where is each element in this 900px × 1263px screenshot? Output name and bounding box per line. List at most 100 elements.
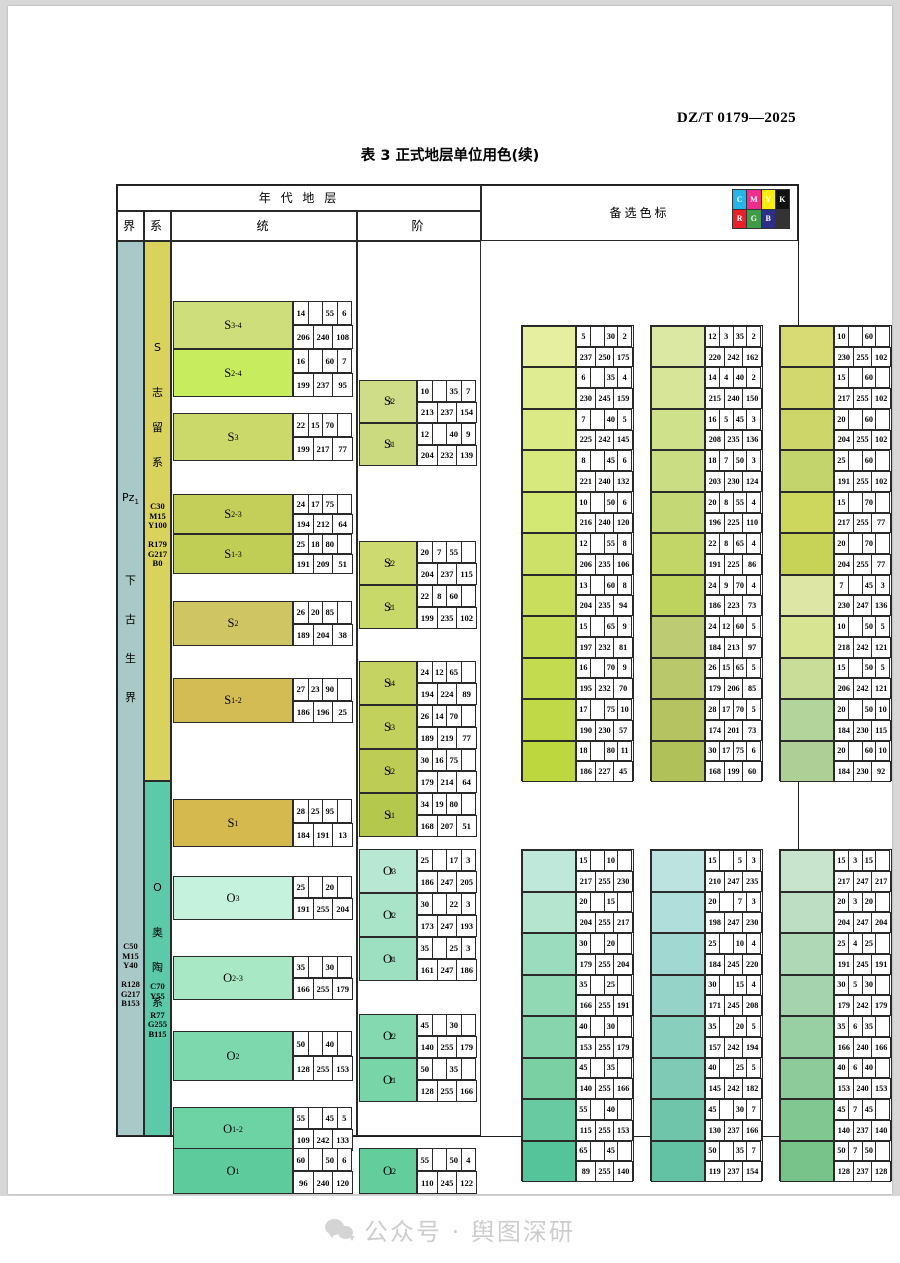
ordovician-alt-2-5-cmyk-k [875, 1057, 890, 1079]
stage-row-9-rgb-r: 173 [417, 915, 438, 937]
silurian-alt-0-10-cmyk: 18 80 11 [576, 740, 635, 762]
silurian-alt-1-1-rgb-b: 150 [742, 388, 762, 409]
stage-row-11-cmyk-y: 30 [446, 1014, 462, 1036]
stage-row-6-cmyk-k [460, 749, 476, 771]
silurian-alt-2-5-cmyk-m [847, 533, 863, 554]
legend-m-swatch: M [747, 190, 761, 209]
silurian-alt-0-5-cmyk: 12 55 8 [576, 533, 635, 554]
header-stage: 阶 [357, 211, 481, 241]
series-row-10-cmyk-m [307, 1031, 323, 1056]
silurian-alt-0-4-cmyk-c: 10 [576, 491, 591, 513]
ordovician-alt-0-2-cmyk-m [589, 933, 605, 954]
stage-row-2-cmyk-k [460, 541, 476, 563]
stage-row-5-rgb-g: 219 [436, 727, 458, 749]
silurian-alt-1-6-cmyk: 24 9 70 4 [705, 574, 764, 596]
ordovician-alt-1-7-swatch [651, 1140, 705, 1182]
silurian-alt-2-10-cmyk-c: 20 [834, 740, 849, 762]
silurian-alt-0-4-rgb-b: 120 [613, 512, 633, 534]
silurian-alt-1-4-swatch [651, 491, 705, 534]
silurian-alt-2-4-rgb-b: 77 [871, 512, 891, 534]
silurian-alt-0-1-rgb-r: 230 [576, 388, 596, 409]
ordovician-alt-2-3-swatch [780, 974, 834, 1016]
silurian-alt-2-7-swatch [780, 616, 834, 658]
stage-row-8-rgb-g: 247 [436, 871, 458, 893]
silurian-alt-0-7-rgb: 197 232 81 [576, 636, 635, 658]
silurian-alt-2-8-cmyk-y: 50 [861, 657, 877, 679]
silurian-alt-0-7-cmyk-m [589, 616, 605, 637]
ordovician-alt-1-2-rgb: 184 245 220 [705, 953, 764, 975]
ordovician-alt-0-3-rgb-g: 255 [594, 995, 615, 1016]
silurian-alt-0-7-swatch [522, 616, 576, 658]
silurian-alt-0-7-cmyk: 15 65 9 [576, 616, 635, 637]
ordovician-alt-2-3-cmyk-k [875, 974, 890, 996]
ordovician-alt-1-2-rgb-r: 184 [705, 953, 725, 975]
series-row-12-cmyk-m [307, 1148, 323, 1171]
silurian-alt-2-9-rgb: 184 230 115 [834, 719, 893, 741]
silurian-alt-1-7-rgb-g: 213 [723, 636, 744, 658]
ordovician-alt-0-1-rgb-b: 217 [613, 912, 633, 933]
stage-row-6-rgb-r: 179 [417, 771, 438, 793]
ordovician-alt-1-1-rgb-g: 247 [723, 912, 744, 933]
ordovician-alt-0-0-cmyk-k [617, 850, 632, 871]
ordovician-alt-0-6-cmyk-y: 40 [603, 1099, 619, 1120]
silurian-alt-2-10-cmyk-m [847, 740, 863, 762]
stage-row-0-cmyk-c: 10 [417, 380, 433, 402]
silurian-alt-1-3-rgb-g: 230 [723, 471, 744, 492]
series-row-11-cmyk-row: 55 45 5 [293, 1107, 355, 1129]
silurian-alt-1-9-cmyk-m: 17 [718, 699, 734, 720]
ordovician-alt-0-4-rgb: 153 255 179 [576, 1036, 635, 1058]
stage-row-7-cmyk-m: 19 [431, 793, 447, 815]
silurian-alt-0-8-rgb: 195 232 70 [576, 678, 635, 700]
ordovician-alt-1-2-swatch [651, 933, 705, 975]
stage-row-9-rgb-b: 193 [456, 915, 477, 937]
silurian-alt-1-9-cmyk: 28 17 70 5 [705, 699, 764, 720]
stage-row-4-rgb-r: 194 [417, 683, 438, 705]
stage-row-10-rgb-r: 161 [417, 959, 438, 981]
ordovician-alt-2-6-cmyk-y: 45 [861, 1099, 877, 1120]
ordovician-alt-1-7-rgb-g: 237 [723, 1161, 744, 1182]
silurian-alt-1-2-cmyk: 16 5 45 3 [705, 408, 764, 430]
stage-row-9-rgb-g: 247 [436, 915, 458, 937]
silurian-alt-column-2: 10 60 230 255 102 15 60 217 255 102 20 60 204 255 102 2… [779, 325, 893, 782]
silurian-alt-1-10-cmyk-k: 6 [746, 740, 761, 762]
silurian-alt-1-8-cmyk-c: 26 [705, 657, 720, 679]
stage-row-12-cmyk-row: 50 35 [417, 1058, 479, 1080]
ordovician-alt-1-6-rgb-b: 166 [742, 1119, 762, 1141]
silurian-alt-2-9-cmyk-y: 50 [861, 699, 877, 720]
stage-row-0-rgb-r: 213 [417, 401, 438, 423]
silurian-alt-0-3-rgb: 221 240 132 [576, 471, 635, 492]
ordovician-alt-1-2-cmyk-y: 10 [732, 933, 748, 954]
silurian-alt-2-1-cmyk-m [847, 367, 863, 389]
ordovician-alt-2-7-rgb-b: 128 [871, 1161, 891, 1182]
silurian-alt-0-0-swatch [522, 326, 576, 368]
stage-row-11-cmyk-row: 45 30 [417, 1014, 479, 1036]
ordovician-alt-2-1-rgb-b: 204 [871, 912, 891, 933]
stage-row-10-rgb-g: 247 [436, 959, 458, 981]
stage-row-4-rgb-row: 194 224 89 [417, 683, 479, 705]
series-row-3-swatch: S 2-3 [173, 494, 293, 534]
ordovician-alt-2-5-rgb-g: 240 [852, 1078, 873, 1099]
ordovician-alt-0-2-rgb: 179 255 204 [576, 953, 635, 975]
silurian-alt-1-8-cmyk-k: 5 [746, 657, 761, 679]
silurian-alt-0-3-rgb-g: 240 [594, 471, 615, 492]
silurian-alt-2-6-rgb: 230 247 136 [834, 595, 893, 617]
erathem-label-char-2: 生 [125, 652, 136, 666]
silurian-alt-2-0-cmyk: 10 60 [834, 326, 893, 347]
silurian-alt-1-4-rgb: 196 225 110 [705, 512, 764, 534]
ordovician-alt-2-3-cmyk-c: 30 [834, 974, 849, 996]
stage-row-11-rgb-b: 179 [456, 1036, 477, 1058]
ordovician-alt-0-5-rgb-r: 140 [576, 1078, 596, 1099]
ordovician-alt-2-5-rgb: 153 240 153 [834, 1078, 893, 1099]
silurian-alt-1-8-rgb-g: 206 [723, 678, 744, 700]
stage-row-1-rgb-b: 139 [456, 444, 477, 466]
silurian-alt-2-4-cmyk-m [847, 491, 863, 513]
silurian-alt-0-9-cmyk-k: 10 [617, 699, 632, 720]
ordovician-alt-column-1: 15 5 3 210 247 235 20 7 3 198 247 230 25 10 4 184 245 220… [650, 849, 764, 1182]
series-row-7-rgb-r: 184 [293, 823, 314, 847]
series-row-12-cmyk-c: 60 [293, 1148, 309, 1171]
ordovician-alt-1-4-rgb-b: 194 [742, 1036, 762, 1058]
silurian-alt-column-0: 5 30 2 237 250 175 6 35 4 230 245 159 7 40 5 225 242 145 8… [521, 325, 635, 782]
stage-row-10-cmyk-row: 35 25 3 [417, 937, 479, 959]
